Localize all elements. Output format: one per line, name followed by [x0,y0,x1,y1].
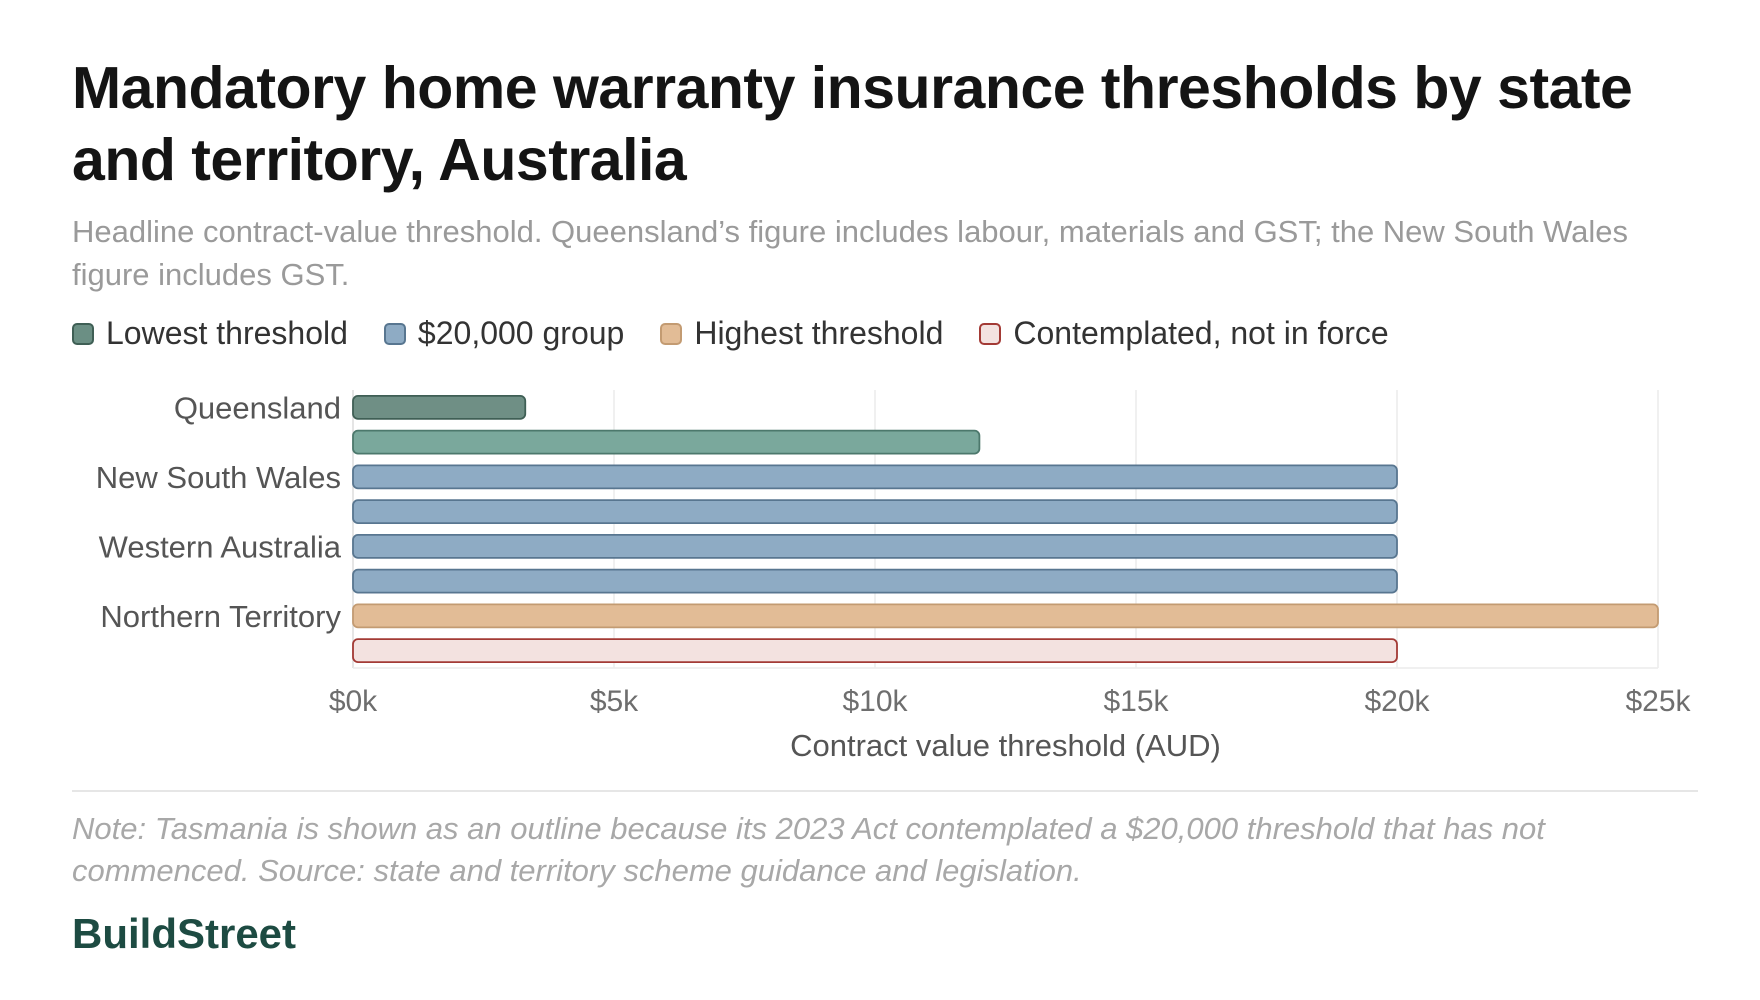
category-label-2: New South Wales [96,460,341,495]
x-axis-title: Contract value threshold (AUD) [790,728,1221,763]
x-tick-label-3: $15k [1103,685,1169,718]
x-tick-label-1: $5k [590,685,639,718]
category-label-0: Queensland [174,390,341,425]
bar-3 [352,499,1398,525]
legend-label-20000-group: $20,000 group [417,315,625,351]
legend-label-contemplated: Contemplated, not in force [1013,315,1389,351]
category-label-4: Western Australia [99,529,342,564]
legend-item-highest: Highest threshold [660,315,943,352]
legend-swatch-contemplated [979,322,1002,345]
chart-legend: Lowest threshold $20,000 group Highest t… [72,315,1389,352]
chart-title: Mandatory home warranty insurance thresh… [72,55,1633,193]
bar-7 [352,638,1398,664]
x-tick-label-0: $0k [329,685,378,718]
bar-4 [352,533,1398,559]
bar-chart: Queensland New South Wales Western Austral… [96,390,1692,763]
bar-2 [352,464,1398,490]
chart-subtitle: Headline contract-value threshold. Queen… [72,214,1629,292]
legend-label-lowest: Lowest threshold [106,315,348,351]
chart-note: Note: Tasmania is shown as an outline be… [72,811,1545,888]
footer-divider [72,790,1698,792]
x-tick-label-2: $10k [842,685,908,718]
category-label-6: Northern Territory [100,599,341,634]
bar-1 [352,429,981,455]
x-tick-label-4: $20k [1364,685,1430,718]
legend-swatch-lowest [72,322,94,345]
x-tick-label-5: $25k [1625,685,1691,718]
brand-logo: BuildStreet [72,910,297,957]
bar-0 [352,394,527,420]
legend-swatch-20000-group [383,322,406,345]
legend-item-lowest: Lowest threshold [72,315,348,352]
legend-swatch-highest [660,322,683,345]
legend-item-contemplated: Contemplated, not in force [979,315,1389,352]
bar-5 [352,568,1398,594]
legend-label-highest: Highest threshold [694,315,944,351]
bar-6 [352,603,1659,629]
legend-item-20000-group: $20,000 group [383,315,625,352]
